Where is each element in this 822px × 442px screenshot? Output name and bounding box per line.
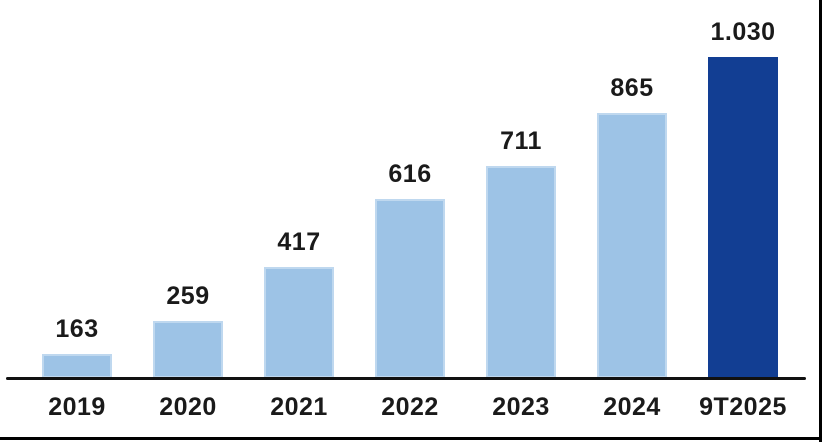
x-tick-label: 2019 (48, 393, 106, 421)
x-tick-label: 2021 (270, 393, 328, 421)
frame-border-right (819, 0, 822, 442)
value-label: 259 (166, 282, 210, 310)
frame-border-bottom (0, 437, 822, 440)
x-tick-label: 2023 (492, 393, 550, 421)
x-tick-label: 2020 (159, 393, 217, 421)
x-tick-label: 2022 (381, 393, 439, 421)
bar (486, 166, 556, 378)
value-label: 616 (388, 160, 432, 188)
value-label: 865 (610, 74, 654, 102)
bar (153, 321, 223, 378)
bar (375, 199, 445, 378)
value-label: 711 (500, 127, 542, 155)
bar-highlight (708, 57, 778, 378)
x-tick-label: 2024 (603, 393, 661, 421)
value-label: 163 (55, 315, 99, 343)
bar (597, 113, 667, 378)
x-tick-label: 9T2025 (699, 393, 787, 421)
bar (264, 267, 334, 378)
value-label: 1.030 (710, 18, 776, 46)
bar (42, 354, 112, 378)
value-label: 417 (277, 228, 321, 256)
x-axis-line (6, 377, 806, 380)
